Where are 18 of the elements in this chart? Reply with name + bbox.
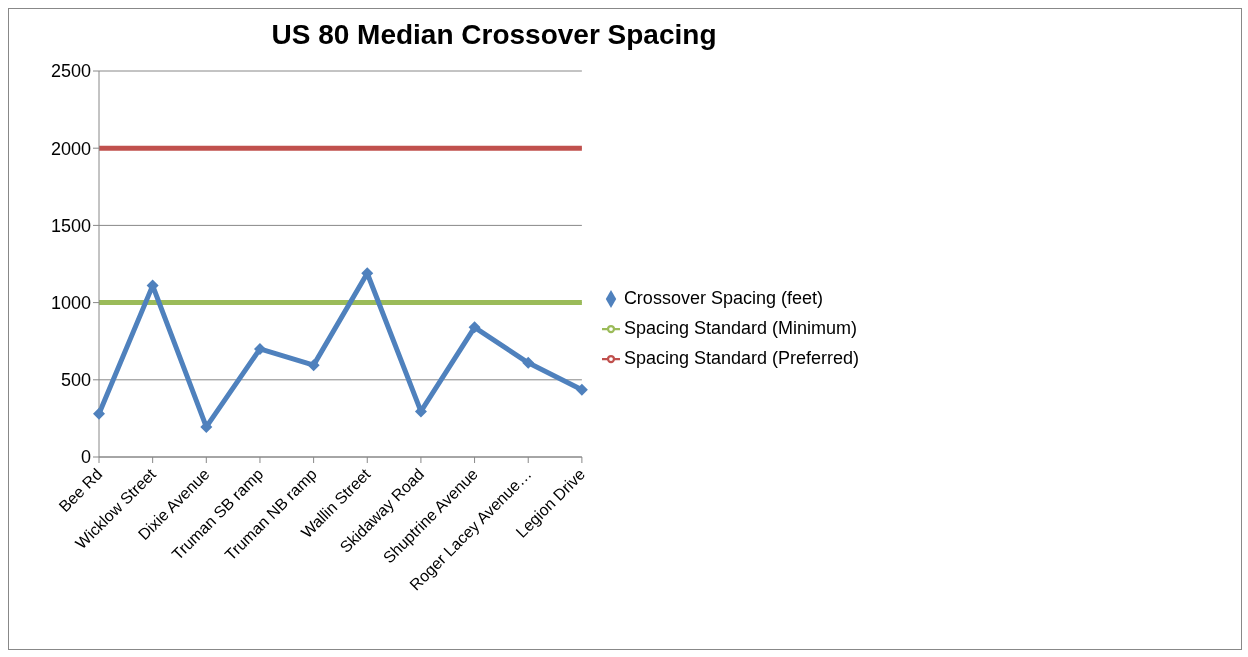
y-tick-label: 0 (80, 447, 91, 468)
point (253, 342, 266, 355)
point (93, 407, 105, 420)
point (468, 321, 481, 334)
point (307, 359, 320, 372)
y-tick-label: 1000 (50, 292, 91, 313)
chart-title: US 80 Median Crossover Spacing (270, 19, 718, 51)
legend-label: Spacing Standard (Minimum) (623, 318, 857, 338)
legend-label: Spacing Standard (Preferred) (623, 348, 859, 368)
legend-label: Crossover Spacing (feet) (623, 288, 823, 308)
point (200, 420, 213, 433)
y-tick-label: 500 (60, 370, 91, 391)
point (522, 356, 535, 369)
y-tick-label: 2500 (50, 61, 91, 82)
y-tick-label: 2000 (50, 138, 91, 159)
y-tick-label: 1500 (50, 215, 91, 236)
point (414, 405, 427, 418)
point (575, 383, 588, 396)
